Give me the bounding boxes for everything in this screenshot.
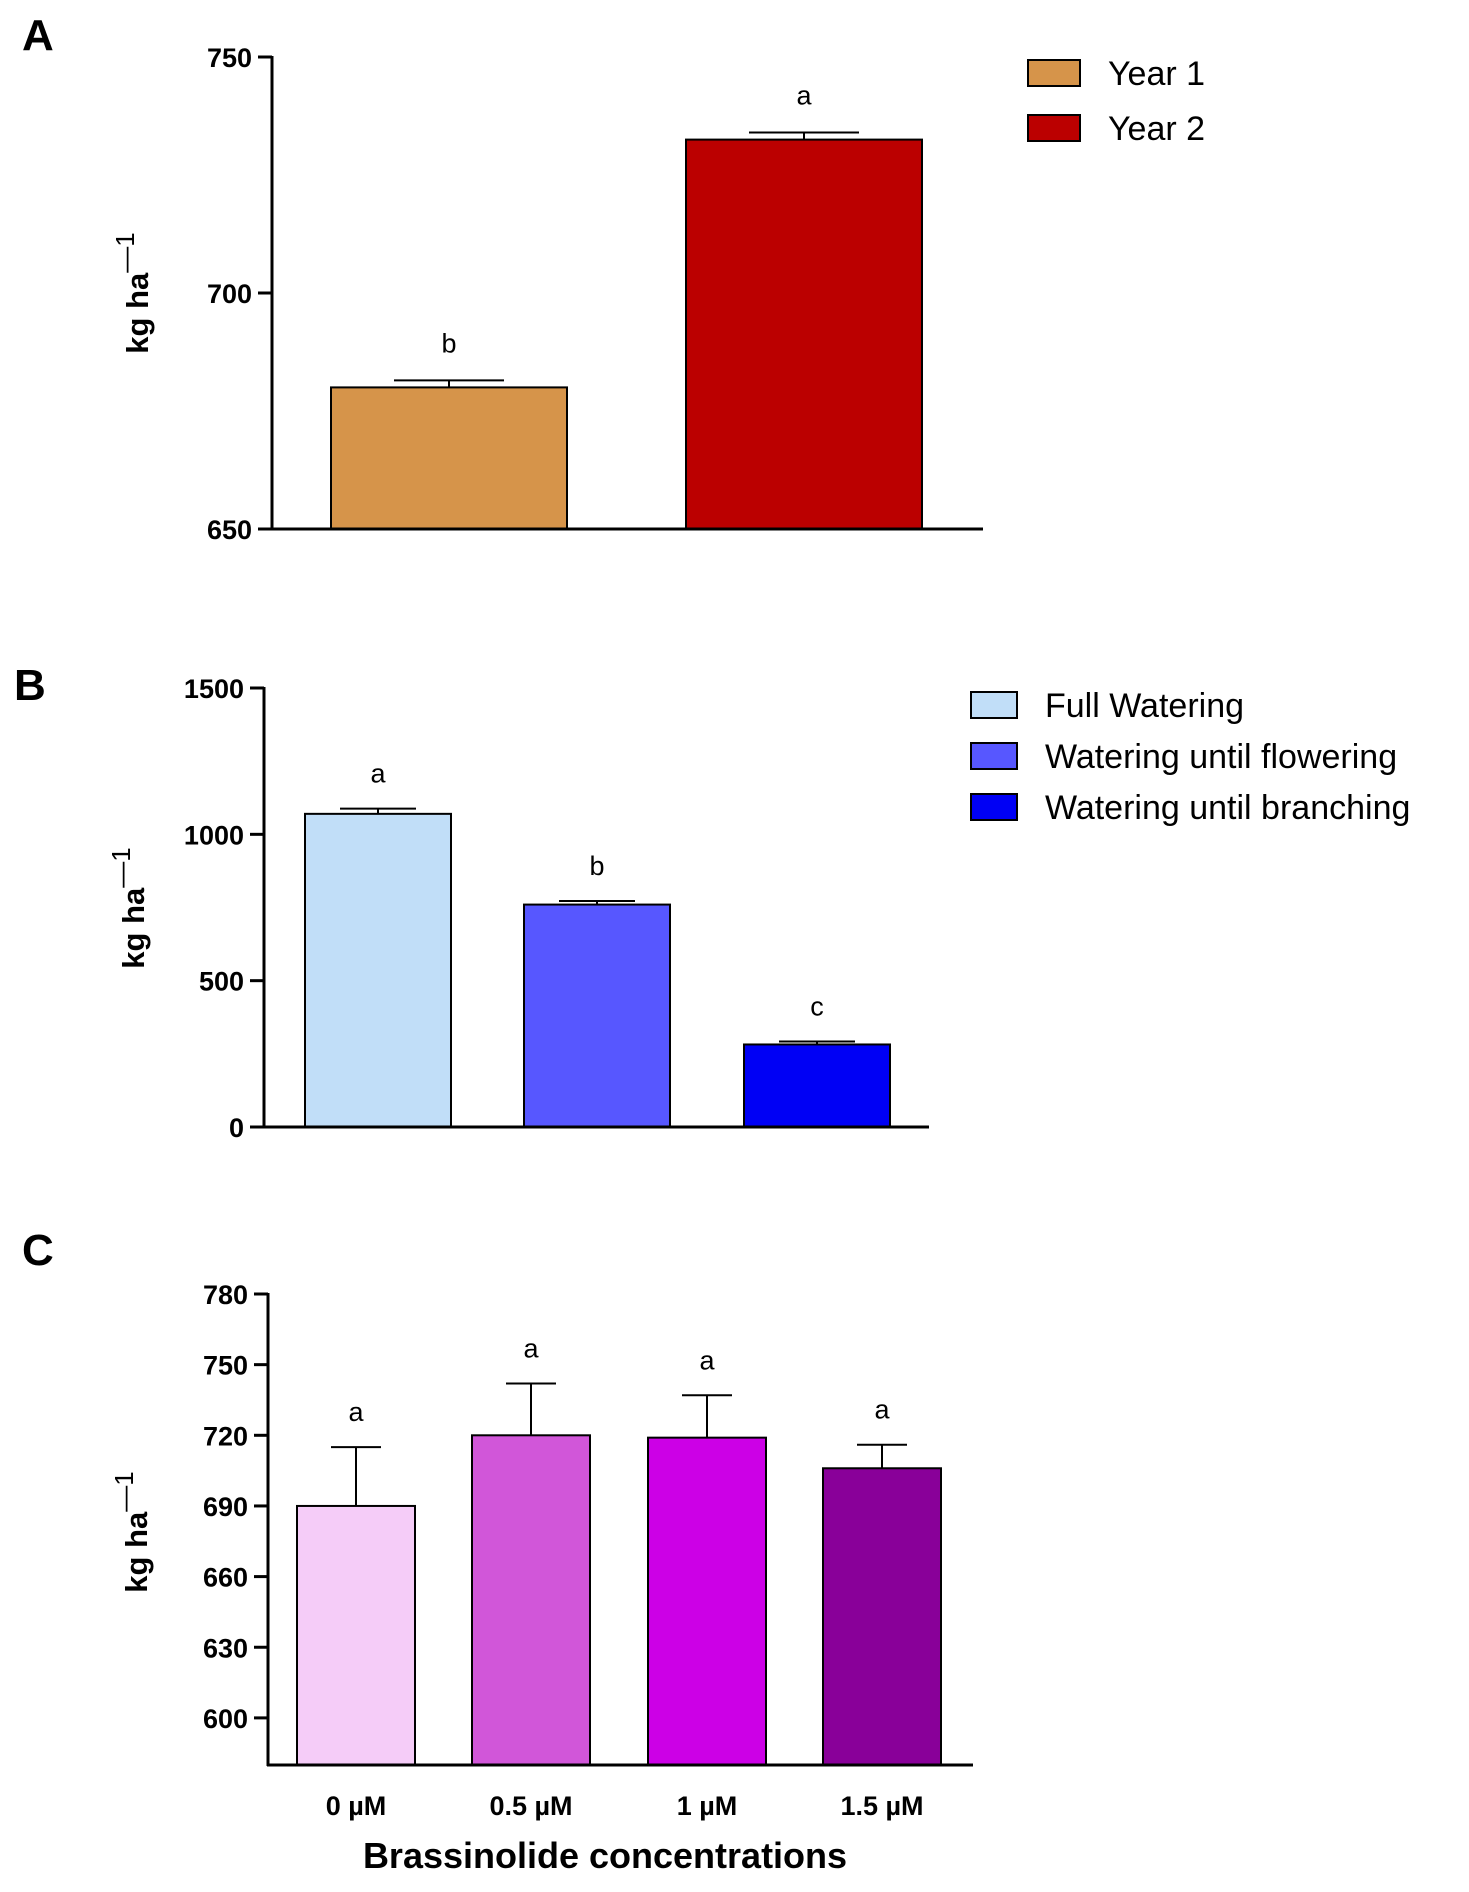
- y-axis-label: kg ha—1: [109, 1471, 154, 1592]
- significance-label: a: [699, 1345, 715, 1375]
- y-tick-label: 630: [203, 1633, 248, 1663]
- significance-label: a: [874, 1395, 890, 1425]
- bar: [685, 138, 923, 530]
- y-axis-label-main: kg ha: [120, 272, 155, 354]
- panel-C: Ca a a a 600 630 660 690 720 750 780 kg ha—1 0 µM 0.5…: [22, 1226, 973, 1876]
- legend-label: Watering until branching: [1045, 789, 1410, 827]
- y-tick-label: 1500: [184, 674, 244, 704]
- bar: [822, 1467, 942, 1767]
- y-axis-label-main: kg ha: [119, 1511, 154, 1593]
- y-tick-label: 700: [207, 279, 252, 309]
- y-axis-label-main: kg ha: [116, 887, 151, 969]
- legend-swatch: [1027, 59, 1081, 87]
- y-tick-label: 750: [207, 43, 252, 73]
- legend-label: Full Watering: [1045, 687, 1244, 725]
- x-axis-label: Brassinolide concentrations: [363, 1835, 847, 1876]
- panel-letter: B: [14, 661, 46, 710]
- y-tick-label: 750: [203, 1351, 248, 1381]
- legend-label: Year 2: [1108, 110, 1205, 148]
- bar: [330, 386, 568, 530]
- y-tick-label: 600: [203, 1704, 248, 1734]
- y-tick-label: 650: [207, 515, 252, 545]
- significance-label: b: [441, 328, 456, 358]
- panel-letter: C: [22, 1226, 54, 1275]
- legend-swatch: [970, 793, 1018, 821]
- y-tick-label: 660: [203, 1563, 248, 1593]
- legend-swatch: [970, 742, 1018, 770]
- significance-label: a: [370, 759, 386, 789]
- legend-label: Watering until flowering: [1045, 738, 1397, 776]
- y-axis-label-superscript: —1: [106, 847, 136, 887]
- bar: [296, 1504, 416, 1766]
- bar: [471, 1434, 591, 1767]
- significance-label: a: [796, 81, 812, 111]
- x-tick-label: 1.5 µM: [840, 1791, 923, 1821]
- legend-label: Year 1: [1108, 55, 1205, 93]
- significance-label: a: [348, 1397, 364, 1427]
- bar: [647, 1436, 767, 1767]
- y-tick-label: 780: [203, 1280, 248, 1310]
- legend-swatch: [1027, 114, 1081, 142]
- y-axis-label: kg ha—1: [106, 847, 151, 968]
- panel-letter: A: [22, 11, 54, 60]
- x-tick-label: 1 µM: [677, 1791, 738, 1821]
- bar: [523, 903, 671, 1128]
- bar: [304, 812, 452, 1128]
- x-tick-label: 0.5 µM: [489, 1791, 572, 1821]
- y-tick-label: 0: [229, 1113, 244, 1143]
- y-axis-label-superscript: —1: [110, 232, 140, 272]
- bar: [743, 1043, 891, 1129]
- significance-label: c: [810, 992, 824, 1022]
- y-tick-label: 1000: [184, 820, 244, 850]
- y-tick-label: 500: [199, 967, 244, 997]
- legend-swatch: [970, 691, 1018, 719]
- y-axis-label-superscript: —1: [109, 1471, 139, 1511]
- significance-label: a: [523, 1333, 539, 1363]
- x-tick-label: 0 µM: [326, 1791, 387, 1821]
- panel-A: Ab a 650 700 750 kg ha—1 Year 1 Year 2: [22, 11, 1205, 545]
- y-tick-label: 690: [203, 1492, 248, 1522]
- panel-B: Ba b c 0 500 1000 1500 kg ha—1 Full Watering Wate…: [14, 661, 1410, 1143]
- y-tick-label: 720: [203, 1421, 248, 1451]
- significance-label: b: [589, 851, 604, 881]
- y-axis-label: kg ha—1: [110, 232, 155, 353]
